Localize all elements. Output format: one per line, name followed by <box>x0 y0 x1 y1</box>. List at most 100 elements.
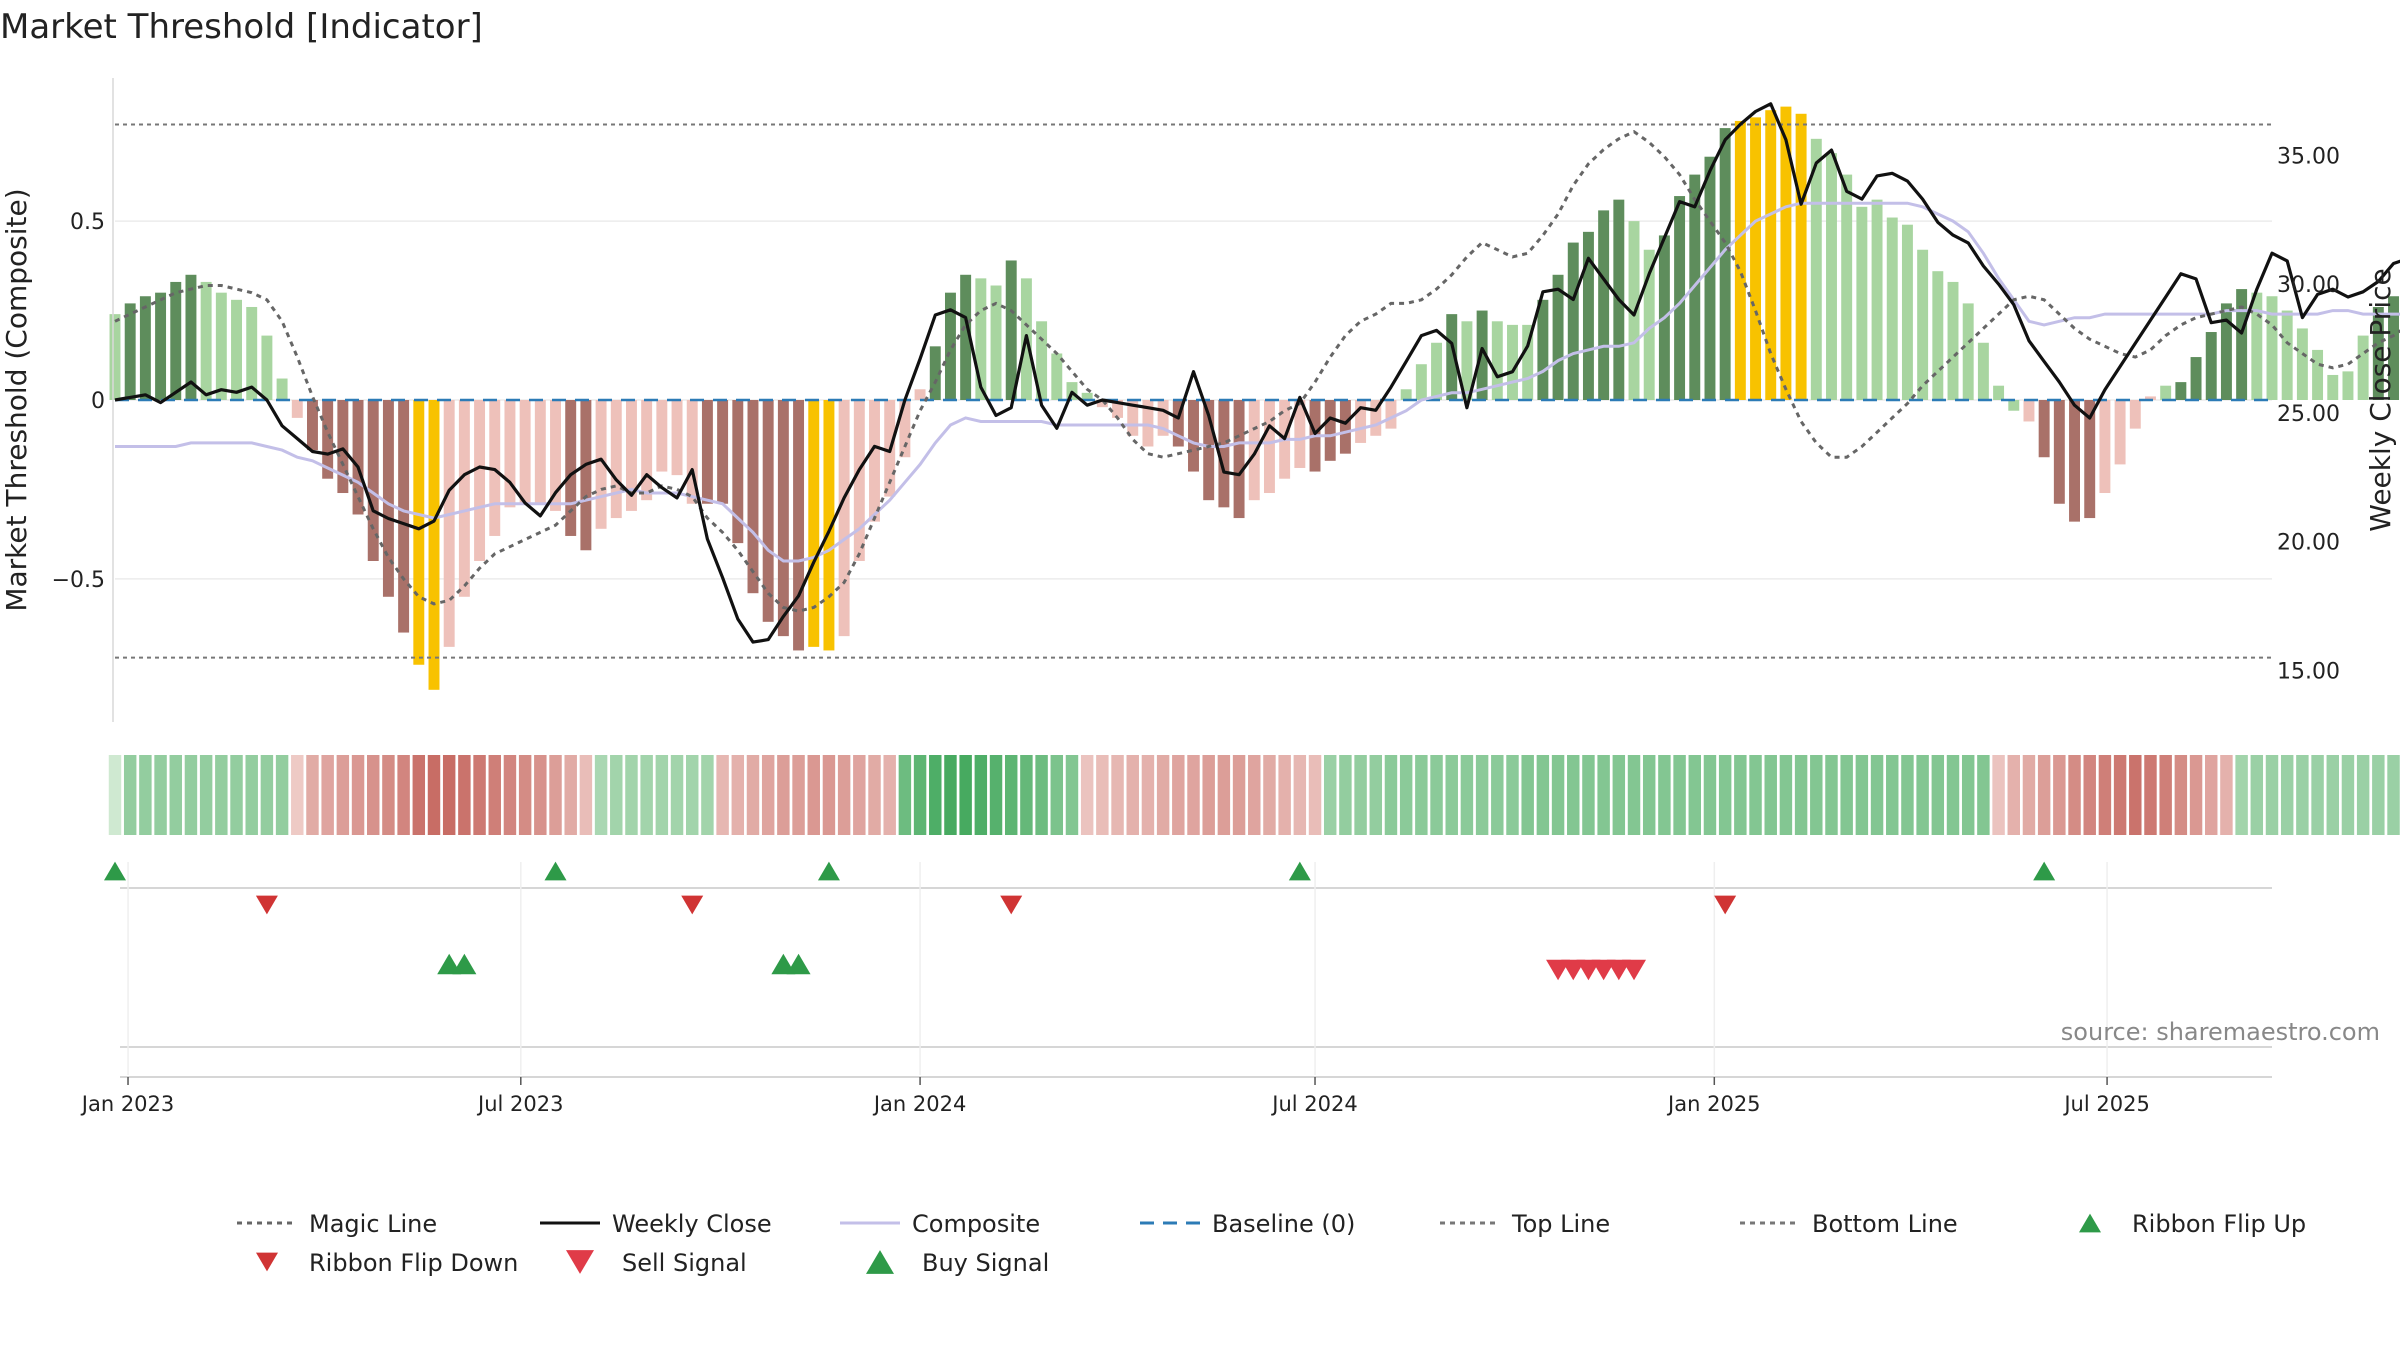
composite-bar <box>1431 342 1443 400</box>
ribbon-cell <box>2341 755 2355 835</box>
ribbon-cell <box>913 755 927 835</box>
ribbon-cell <box>1521 755 1534 835</box>
ribbon-cell <box>549 755 562 835</box>
ribbon-cell <box>1065 755 1079 835</box>
ribbon-cell <box>2372 755 2385 835</box>
ribbon-cell <box>2220 755 2233 835</box>
ribbon-cell <box>351 755 365 835</box>
composite-bar <box>899 400 911 458</box>
ribbon-cell <box>837 755 851 835</box>
ribbon-cell <box>2250 755 2264 835</box>
composite-bar <box>1157 400 1169 436</box>
ribbon-cell <box>883 755 896 835</box>
composite-bar <box>1081 392 1093 400</box>
composite-bar <box>1233 400 1245 519</box>
legend-label: Magic Line <box>309 1210 437 1238</box>
composite-bar <box>2342 371 2354 400</box>
legend-label: Baseline (0) <box>1212 1210 1355 1238</box>
magic-line <box>114 129 2400 613</box>
ribbon-cell <box>1612 755 1626 835</box>
composite-bar <box>1112 400 1124 418</box>
composite-bar <box>656 400 668 472</box>
ribbon-cell <box>1232 755 1246 835</box>
composite-bar <box>717 400 729 504</box>
composite-bars <box>109 106 2399 690</box>
buy-signal-marker <box>786 953 811 975</box>
composite-bar <box>853 400 865 561</box>
composite-bar <box>960 274 972 400</box>
ribbon-cell <box>1794 755 1808 835</box>
composite-bar <box>1674 196 1686 400</box>
ribbon-cell <box>321 755 334 835</box>
ribbon-cell <box>1870 755 1884 835</box>
ribbon-cell <box>1491 755 1504 835</box>
legend-item: Sell Signal <box>566 1249 747 1277</box>
ribbon-cell <box>1308 755 1322 835</box>
ribbon-cell <box>792 755 805 835</box>
composite-bar <box>2160 385 2172 400</box>
ribbon-cell <box>822 755 836 835</box>
ribbon-cell <box>1126 755 1139 835</box>
ribbon-cell <box>1141 755 1155 835</box>
x-tick-label: Jul 2025 <box>2062 1092 2149 1116</box>
ribbon-cell <box>989 755 1003 835</box>
composite-bar <box>747 400 759 594</box>
composite-bar <box>2205 332 2217 400</box>
ribbon-cell <box>1567 755 1580 835</box>
ribbon-cell <box>1718 755 1732 835</box>
ribbon-cell <box>1551 755 1565 835</box>
ribbon-flip-up-marker <box>104 861 126 881</box>
ribbon-cell <box>488 755 501 835</box>
ribbon-cell <box>2037 755 2051 835</box>
composite-bar <box>1507 324 1518 400</box>
legend-label: Buy Signal <box>922 1249 1049 1277</box>
composite-bar <box>1841 174 1853 400</box>
composite-bar <box>276 378 288 400</box>
composite-bar <box>1096 400 1108 408</box>
legend-item: Top Line <box>1440 1210 1610 1238</box>
ribbon-cell <box>2144 755 2157 835</box>
sell-signal-marker <box>1546 959 1571 981</box>
composite-bar <box>823 400 835 651</box>
ribbon-cell <box>1399 755 1413 835</box>
buy-signal-marker <box>452 953 477 975</box>
legend-label: Sell Signal <box>622 1249 747 1277</box>
ribbon-cell <box>1202 755 1215 835</box>
ribbon-cell <box>169 755 182 835</box>
composite-bar <box>200 281 212 400</box>
composite-bar <box>1294 400 1306 468</box>
ribbon-cell <box>412 755 426 835</box>
sell-signal-marker <box>1606 959 1631 981</box>
composite-bar <box>1871 199 1883 400</box>
composite-bar <box>2175 382 2187 400</box>
composite-bar <box>1734 120 1746 400</box>
ribbon-cell <box>974 755 988 835</box>
ribbon-cell <box>1323 755 1337 835</box>
ribbon-cell <box>199 755 213 835</box>
y-axis-title: Market Threshold (Composite) <box>0 188 33 611</box>
composite-bar <box>443 400 455 647</box>
composite-bar <box>1400 389 1412 400</box>
composite-bar <box>641 400 653 501</box>
composite-bar <box>550 400 561 511</box>
ribbon-cell <box>458 755 471 835</box>
x-tick-label: Jul 2023 <box>476 1092 563 1116</box>
ribbon-cell <box>123 755 137 835</box>
ribbon-cell <box>1931 755 1945 835</box>
ribbon-cell <box>625 755 638 835</box>
x-tick-label: Jan 2025 <box>1666 1092 1761 1116</box>
ribbon-cell <box>2174 755 2188 835</box>
composite-bar <box>1446 314 1458 400</box>
ribbon-cell <box>1080 755 1094 835</box>
composite-bar <box>1719 128 1731 401</box>
y-right-tick-label: 20.00 <box>2277 531 2340 556</box>
ribbon-cell <box>579 755 593 835</box>
ribbon-cell <box>2129 755 2142 835</box>
signal-rows <box>104 861 2272 1078</box>
composite-bar <box>458 400 470 597</box>
ribbon-cell <box>1961 755 1975 835</box>
ribbon-cell <box>427 755 441 835</box>
composite-bar <box>595 400 607 529</box>
legend-label: Composite <box>912 1210 1040 1238</box>
